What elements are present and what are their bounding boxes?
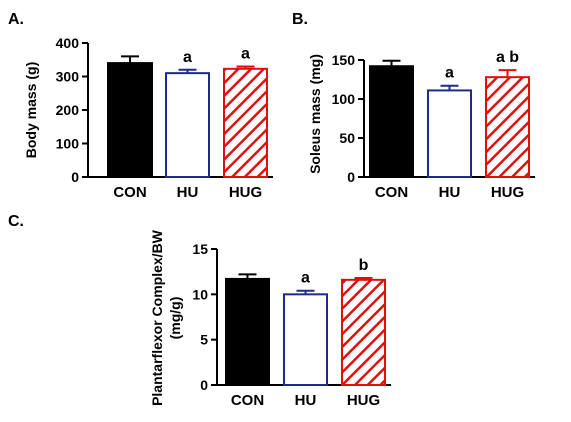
y-axis-label-line: Soleus mass (mg) (307, 54, 323, 174)
y-tick-label: 0 (71, 169, 79, 185)
y-tick-label: 100 (56, 136, 80, 152)
bar-con (225, 277, 270, 387)
y-tick-label: 10 (192, 286, 208, 302)
x-tick-label: HUG (347, 392, 380, 409)
x-tick-label: HU (439, 184, 461, 201)
panel-letter: B. (292, 11, 308, 28)
bar-hu (283, 293, 328, 387)
x-tick-label: CON (375, 184, 408, 201)
y-axis-label: Soleus mass (mg) (307, 54, 323, 174)
panel-letter: C. (8, 213, 24, 230)
y-tick-label: 200 (56, 102, 80, 118)
y-axis-label: Body mass (g) (23, 62, 39, 158)
chart-panel-1: A. 0 100 200 300 400 Body mass (g) CON HU a HUG a (8, 11, 273, 201)
y-tick-label: 100 (332, 91, 356, 107)
significance-label: a (301, 270, 310, 287)
bar-hu (427, 89, 472, 178)
x-tick-label: HU (177, 184, 199, 201)
significance-label: a (183, 49, 192, 66)
chart-panel-2: B. 0 50 100 150 Soleus mass (mg) CON HU a HUG a b (292, 11, 535, 201)
y-tick-label: 0 (200, 377, 208, 393)
bar-con (369, 65, 414, 178)
y-tick-label: 150 (332, 52, 356, 68)
y-tick-label: 300 (56, 69, 80, 85)
panel-letter: A. (8, 11, 24, 28)
bar-con (107, 62, 153, 178)
significance-label: a (241, 45, 250, 62)
bar-hug (341, 278, 386, 386)
x-tick-label: HUG (229, 184, 262, 201)
y-axis-label-line: Body mass (g) (23, 62, 39, 158)
y-axis-label-line: Plantarflexor Complex/BW (149, 229, 165, 406)
chart-panel-3: C. 0 5 10 15 Plantarflexor Complex/BW (mg/g) CO… (8, 213, 391, 409)
y-axis-label-line: (mg/g) (167, 297, 183, 340)
bar-hug (223, 67, 268, 178)
significance-label: a (445, 65, 454, 82)
bar-hu (165, 72, 210, 178)
significance-label: a b (496, 49, 519, 66)
y-tick-label: 15 (192, 241, 208, 257)
y-tick-label: 0 (347, 169, 355, 185)
significance-label: b (359, 257, 369, 274)
x-tick-label: HU (295, 392, 317, 409)
x-tick-label: CON (231, 392, 264, 409)
y-tick-label: 400 (56, 35, 80, 51)
bar-hug (485, 76, 530, 178)
y-tick-label: 5 (200, 332, 208, 348)
x-tick-label: HUG (491, 184, 524, 201)
y-axis-label: Plantarflexor Complex/BW (mg/g) (149, 229, 183, 406)
y-tick-label: 50 (339, 130, 355, 146)
x-tick-label: CON (113, 184, 146, 201)
